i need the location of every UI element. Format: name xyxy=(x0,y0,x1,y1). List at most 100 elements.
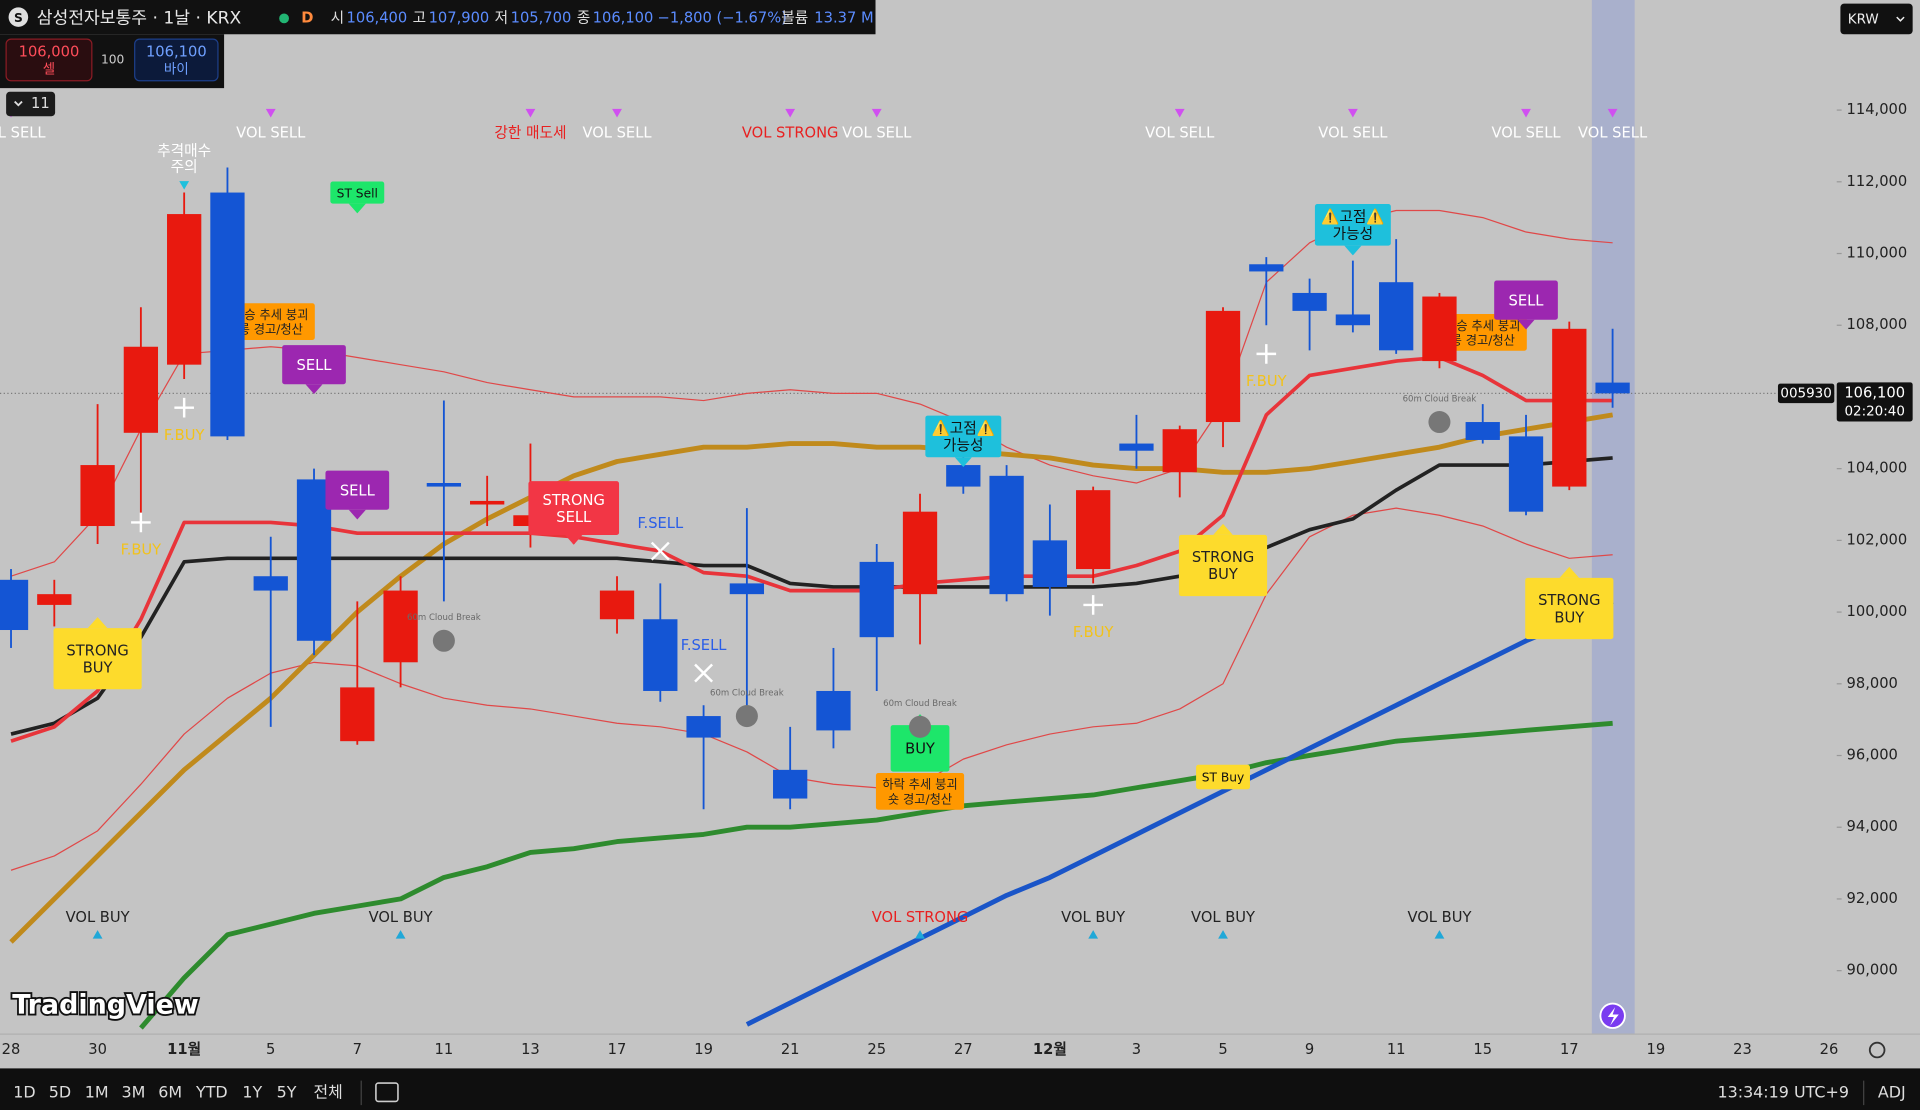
x-tick-label: 28 xyxy=(2,1041,21,1058)
candle-body xyxy=(686,716,721,738)
signal-dot xyxy=(432,629,455,652)
symbol-tag xyxy=(1777,383,1835,404)
indicator-line xyxy=(9,412,1614,944)
ohlc-value: 106,100 xyxy=(593,9,654,26)
symbol-bar xyxy=(0,0,876,35)
last-price-tag xyxy=(1836,382,1913,422)
signal-text: SELL xyxy=(340,482,376,499)
indicator-toggle[interactable] xyxy=(6,91,56,117)
signal-text: 주의 xyxy=(171,159,198,176)
buy-button[interactable] xyxy=(134,38,219,82)
candle-body xyxy=(643,619,678,691)
volume-signal: VOL BUY xyxy=(369,909,433,926)
current-bar-highlight xyxy=(1591,0,1635,1035)
x-tick-label: 26 xyxy=(1820,1041,1839,1058)
y-tick-label: 104,000 xyxy=(1847,460,1908,477)
x-tick-label: 17 xyxy=(1560,1041,1579,1058)
volume-signal: VOL SELL xyxy=(0,124,46,141)
ohlc-value: 106,400 xyxy=(347,9,408,26)
volume-signal: VOL STRONG xyxy=(872,909,969,926)
sell-button[interactable] xyxy=(5,38,93,82)
range-button[interactable]: 5D xyxy=(49,1082,71,1101)
volume-signal: VOL SELL xyxy=(1578,124,1648,141)
replay-icon-bolt xyxy=(1607,1007,1619,1026)
signal-text: BUY xyxy=(1554,609,1584,626)
signal-text: STRONG xyxy=(1538,592,1600,609)
symbol-title[interactable]: 삼성전자보통주 · 1날 · KRX xyxy=(37,8,242,28)
date-range-icon[interactable] xyxy=(375,1082,399,1103)
y-tick-label: 112,000 xyxy=(1847,173,1908,190)
range-button[interactable]: 1Y xyxy=(242,1082,262,1101)
volume-signal: VOL STRONG xyxy=(742,124,839,141)
x-tick-label: 9 xyxy=(1305,1041,1314,1058)
marker-arrow xyxy=(1434,930,1445,939)
candle-body xyxy=(1249,264,1284,272)
candle-body xyxy=(1119,443,1154,451)
countdown: 02:20:40 xyxy=(1844,405,1904,420)
candle-body xyxy=(1205,310,1241,423)
candle-body xyxy=(599,590,635,620)
candle-body xyxy=(340,687,375,742)
signal-text: 롱 경고/청산 xyxy=(239,323,303,337)
indicator-line xyxy=(139,720,1613,1030)
signal-text: SELL xyxy=(297,357,333,374)
symbol-badge xyxy=(8,7,29,27)
signal-box xyxy=(1494,280,1558,320)
signal-pointer xyxy=(348,509,366,520)
market-status xyxy=(279,13,289,24)
marker-arrow xyxy=(265,108,276,118)
adjust-toggle[interactable]: ADJ xyxy=(1878,1082,1906,1101)
settings-icon[interactable] xyxy=(1868,1041,1886,1059)
signal-text: ST Sell xyxy=(337,186,378,200)
signal-box xyxy=(53,628,142,690)
range-button[interactable]: 전체 xyxy=(314,1082,343,1101)
range-button[interactable]: 3M xyxy=(122,1082,146,1101)
volume-signal: VOL SELL xyxy=(582,124,652,141)
marker-arrow xyxy=(525,108,536,118)
signal-pointer xyxy=(1559,566,1580,578)
marker-arrow xyxy=(1347,108,1358,118)
signal-pointer xyxy=(305,384,323,395)
last-price-label: 106,100 xyxy=(1844,384,1905,401)
x-tick-label: 7 xyxy=(353,1041,362,1058)
candle-body xyxy=(859,561,894,638)
interval-badge: D xyxy=(301,9,313,26)
currency-button[interactable] xyxy=(1840,3,1913,35)
candle-body xyxy=(1379,282,1414,351)
signal-cross xyxy=(650,541,670,561)
signal-text: STRONG xyxy=(66,642,128,659)
range-button[interactable]: 6M xyxy=(158,1082,182,1101)
signal-box xyxy=(875,773,965,810)
y-tick-label: 100,000 xyxy=(1847,603,1908,620)
x-tick-label: 21 xyxy=(781,1041,800,1058)
signal-box xyxy=(325,470,390,510)
bottom-toolbar xyxy=(0,1068,1920,1110)
marker-arrow xyxy=(1218,930,1228,939)
range-button[interactable]: YTD xyxy=(195,1082,228,1101)
x-tick-label: 3 xyxy=(1132,1041,1141,1058)
marker-arrow xyxy=(785,108,796,118)
marker-arrow xyxy=(915,930,925,939)
buy-price: 106,100 xyxy=(146,44,207,61)
range-button[interactable]: 1M xyxy=(85,1082,109,1101)
marker-arrow xyxy=(1521,108,1531,118)
x-tick-label: 12월 xyxy=(1033,1041,1067,1058)
signal-text: SELL xyxy=(556,509,592,526)
signal-text: 상승 추세 붕괴 xyxy=(233,308,308,322)
indicator-chevron xyxy=(14,100,23,107)
range-button[interactable]: 1D xyxy=(13,1082,35,1101)
signal-text: F.BUY xyxy=(1246,373,1287,390)
candle-body xyxy=(1465,422,1500,440)
signal-box xyxy=(282,345,346,385)
signal-text: F.SELL xyxy=(681,637,728,654)
signal-text: ⚠️고점⚠️ xyxy=(932,419,996,437)
ohlc-label: 저 xyxy=(495,9,509,26)
range-button[interactable]: 5Y xyxy=(277,1082,297,1101)
currency: KRW xyxy=(1848,13,1879,28)
signal-cross xyxy=(1083,595,1103,615)
buy-label: 바이 xyxy=(164,62,189,78)
volume-signal: VOL SELL xyxy=(236,124,306,141)
signal-box xyxy=(1525,577,1614,640)
signal-text: 가능성 xyxy=(943,437,984,454)
